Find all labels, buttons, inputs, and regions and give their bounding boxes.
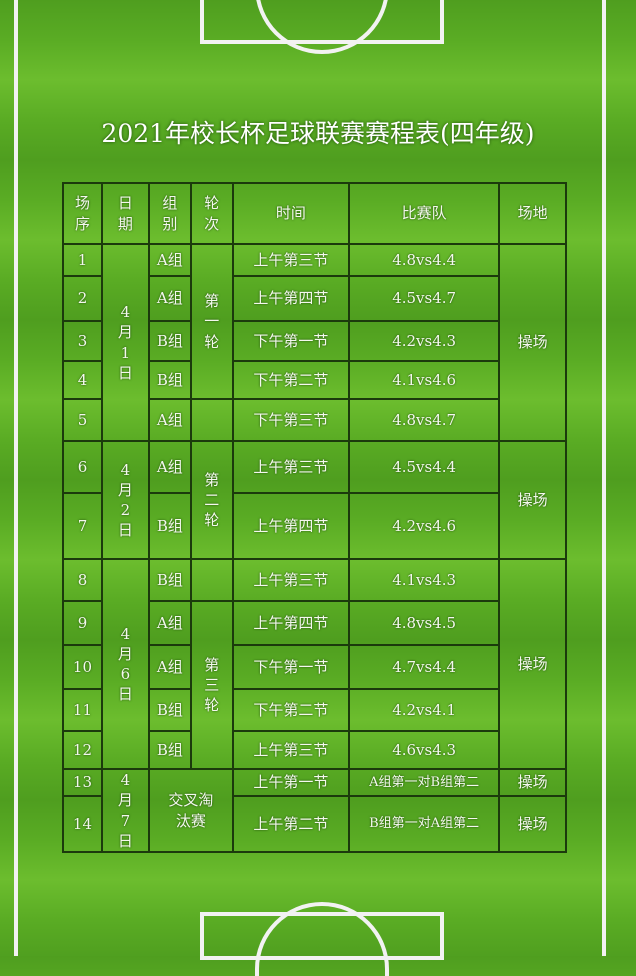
group-cell: A组 [147, 644, 192, 690]
table-row: 3 B组 下午第一节 4.2vs4.3 [62, 320, 566, 362]
table-row: 7 B组 上午第四节 4.2vs4.6 [62, 492, 566, 560]
time-cell: 上午第一节 [231, 768, 350, 797]
table-row: 2 A组 上午第四节 4.5vs4.7 [62, 275, 566, 322]
time-cell: 上午第三节 [231, 730, 350, 770]
venue-cell: 操场 [498, 440, 567, 560]
table-row: 11 B组 下午第二节 4.2vs4.1 [62, 688, 566, 732]
group-cell: B组 [147, 730, 192, 770]
venue-cell: 操场 [498, 768, 567, 797]
teams-cell: 4.5vs4.4 [347, 440, 501, 494]
header-round: 轮次 [189, 182, 234, 245]
table-row: 4 B组 下午第二节 4.1vs4.6 [62, 360, 566, 400]
venue-cell: 操场 [498, 794, 567, 854]
schedule-table: 场序 日期 组别 轮次 时间 比赛队 场地 1 4月1日 A组 第一轮 上午第三… [62, 182, 567, 854]
group-cell: A组 [147, 398, 192, 442]
teams-cell: 4.8vs4.4 [347, 243, 501, 277]
table-row: 6 4月2日 A组 第二轮 上午第三节 4.5vs4.4 操场 [62, 440, 567, 560]
table-row: 10 A组 下午第一节 4.7vs4.4 [62, 644, 566, 690]
round-cell: 交叉淘汰赛 [147, 768, 234, 853]
time-cell: 上午第三节 [231, 243, 350, 277]
group-cell: B组 [147, 360, 192, 400]
date-cell: 4月2日 [100, 440, 150, 560]
date-cell: 4月7日 [100, 768, 150, 853]
teams-cell: 4.5vs4.7 [347, 275, 501, 322]
round-cell: 第一轮 [189, 243, 234, 400]
table-row: 1 4月1日 A组 第一轮 上午第三节 4.8vs4.4 操场 [62, 243, 567, 442]
group-cell: A组 [147, 440, 192, 494]
seq-cell: 12 [62, 730, 103, 770]
round-cell: 第二轮 [189, 440, 234, 560]
date-cell: 4月1日 [100, 243, 150, 442]
teams-cell: 4.2vs4.1 [347, 688, 501, 732]
round-cell: 第三轮 [189, 600, 234, 770]
header-date: 日期 [100, 182, 150, 245]
top-penalty-arc [255, 0, 389, 54]
seq-cell: 11 [62, 688, 103, 732]
seq-cell: 6 [62, 440, 103, 494]
group-cell: A组 [147, 243, 192, 277]
round-cell-empty [189, 398, 234, 442]
date-cell: 4月6日 [100, 558, 150, 770]
header-venue: 场地 [498, 182, 567, 245]
group-cell: B组 [147, 558, 192, 602]
teams-cell: 4.7vs4.4 [347, 644, 501, 690]
time-cell: 上午第三节 [231, 440, 350, 494]
teams-cell: 4.8vs4.5 [347, 600, 501, 646]
seq-cell: 13 [62, 768, 103, 797]
teams-cell: 4.6vs4.3 [347, 730, 501, 770]
teams-cell: 4.2vs4.6 [347, 492, 501, 560]
teams-cell: 4.1vs4.6 [347, 360, 501, 400]
table-row: 14 上午第二节 B组第一对A组第二 操场 [62, 794, 567, 854]
teams-cell: A组第一对B组第二 [347, 768, 501, 797]
seq-cell: 9 [62, 600, 103, 646]
table-row: 12 B组 上午第三节 4.6vs4.3 [62, 730, 566, 770]
seq-cell: 7 [62, 492, 103, 560]
teams-cell: B组第一对A组第二 [347, 794, 501, 854]
venue-cell: 操场 [498, 243, 567, 442]
seq-cell: 1 [62, 243, 103, 277]
group-cell: B组 [147, 320, 192, 362]
time-cell: 上午第四节 [231, 492, 350, 560]
table-row: 8 4月6日 B组 上午第三节 4.1vs4.3 操场 [62, 558, 567, 770]
table-row: 13 4月7日 交叉淘汰赛 上午第一节 A组第一对B组第二 操场 [62, 768, 567, 853]
time-cell: 上午第四节 [231, 275, 350, 322]
group-cell: B组 [147, 492, 192, 560]
table-row: 9 A组 第三轮 上午第四节 4.8vs4.5 [62, 600, 566, 770]
header-group: 组别 [147, 182, 192, 245]
header-seq: 场序 [62, 182, 103, 245]
time-cell: 上午第四节 [231, 600, 350, 646]
seq-cell: 14 [62, 794, 103, 854]
time-cell: 下午第一节 [231, 320, 350, 362]
time-cell: 上午第二节 [231, 794, 350, 854]
header-teams: 比赛队 [347, 182, 501, 245]
group-cell: A组 [147, 275, 192, 322]
round-cell-empty [189, 558, 234, 602]
seq-cell: 10 [62, 644, 103, 690]
seq-cell: 8 [62, 558, 103, 602]
seq-cell: 2 [62, 275, 103, 322]
venue-cell: 操场 [498, 558, 567, 770]
teams-cell: 4.2vs4.3 [347, 320, 501, 362]
teams-cell: 4.8vs4.7 [347, 398, 501, 442]
group-cell: A组 [147, 600, 192, 646]
page-title: 2021年校长杯足球联赛赛程表(四年级) [101, 119, 535, 148]
time-cell: 下午第二节 [231, 360, 350, 400]
header-time: 时间 [231, 182, 350, 245]
table-row: 5 A组 下午第三节 4.8vs4.7 [62, 398, 566, 442]
time-cell: 下午第三节 [231, 398, 350, 442]
header-row: 场序 日期 组别 轮次 时间 比赛队 场地 [62, 182, 567, 245]
teams-cell: 4.1vs4.3 [347, 558, 501, 602]
touchline-left [14, 0, 18, 956]
time-cell: 下午第一节 [231, 644, 350, 690]
seq-cell: 4 [62, 360, 103, 400]
group-cell: B组 [147, 688, 192, 732]
time-cell: 下午第二节 [231, 688, 350, 732]
seq-cell: 3 [62, 320, 103, 362]
touchline-right [602, 0, 606, 956]
time-cell: 上午第三节 [231, 558, 350, 602]
seq-cell: 5 [62, 398, 103, 442]
